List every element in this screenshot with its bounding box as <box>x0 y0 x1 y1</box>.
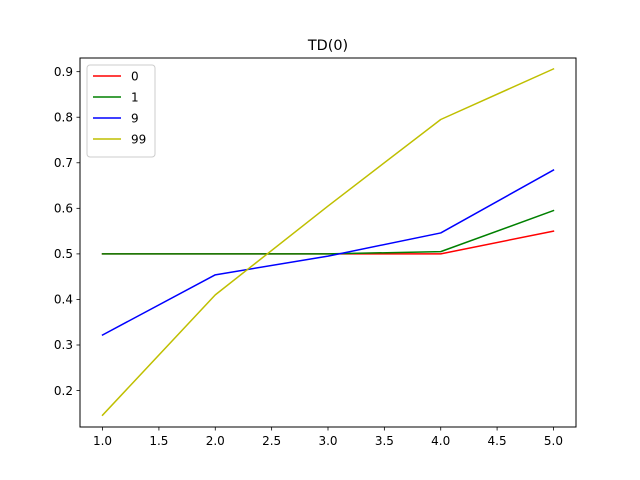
y-tick-label: 0.9 <box>54 65 73 79</box>
x-tick-label: 3.5 <box>375 434 394 448</box>
y-tick-label: 0.5 <box>54 247 73 261</box>
x-tick-label: 2.0 <box>206 434 225 448</box>
x-tick-label: 5.0 <box>544 434 563 448</box>
legend-label: 0 <box>131 69 139 83</box>
y-tick-label: 0.7 <box>54 156 73 170</box>
legend-label: 9 <box>131 111 139 125</box>
y-tick-label: 0.4 <box>54 293 73 307</box>
legend-label: 1 <box>131 90 139 104</box>
series-line-1 <box>101 209 555 255</box>
x-tick-label: 3.0 <box>318 434 337 448</box>
x-tick-label: 1.0 <box>93 434 112 448</box>
chart-title: TD(0) <box>307 38 348 54</box>
x-tick-label: 4.5 <box>488 434 507 448</box>
y-tick-label: 0.6 <box>54 202 73 216</box>
x-tick-label: 4.0 <box>431 434 450 448</box>
legend-label: 99 <box>131 132 146 146</box>
series-line-99 <box>101 67 555 417</box>
x-tick-label: 1.5 <box>149 434 168 448</box>
x-tick-label: 2.5 <box>262 434 281 448</box>
series-layer <box>101 67 555 417</box>
y-tick-label: 0.8 <box>54 110 73 124</box>
legend-box <box>86 64 156 158</box>
x-axis: 1.0 1.5 2.0 2.5 3.0 3.5 4.0 4.5 5.0 <box>93 427 563 448</box>
y-tick-label: 0.2 <box>54 384 73 398</box>
y-axis: 0.2 0.3 0.4 0.5 0.6 0.7 0.8 0.9 <box>54 65 80 398</box>
series-line-9 <box>101 169 555 336</box>
y-tick-label: 0.3 <box>54 338 73 352</box>
